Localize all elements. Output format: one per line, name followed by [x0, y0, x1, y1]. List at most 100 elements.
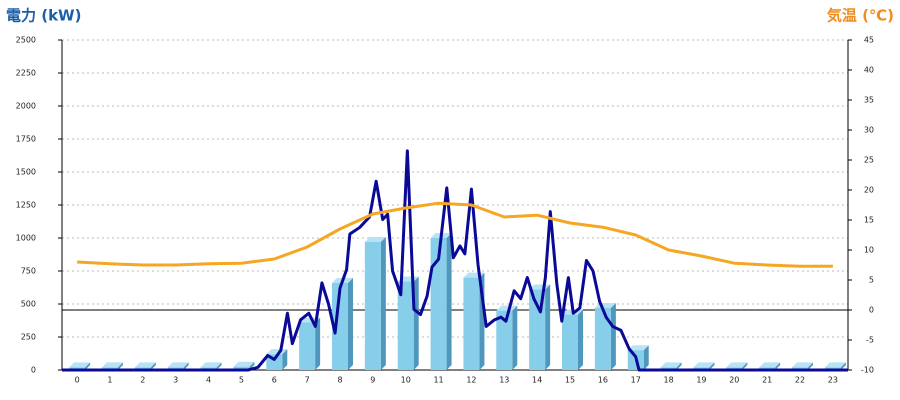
bar-face	[808, 362, 814, 370]
y-tick-label: 1250	[16, 201, 36, 210]
y-tick-label: 2250	[16, 69, 36, 78]
x-tick-label: 4	[206, 376, 211, 385]
y2-tick-label: 40	[864, 66, 874, 75]
bar-face	[578, 309, 584, 370]
bar-face	[364, 236, 386, 242]
bar-face	[397, 281, 414, 370]
bar-face	[233, 366, 250, 370]
y-tick-label: 0	[31, 366, 36, 375]
bar-face	[676, 362, 682, 370]
bar-face	[562, 314, 579, 370]
x-tick-label: 7	[305, 376, 310, 385]
bar-face	[85, 362, 91, 370]
y2-tick-label: 20	[864, 186, 874, 195]
y-tick-label: 500	[21, 300, 36, 309]
bar-face	[660, 362, 682, 368]
bar-face	[627, 345, 649, 351]
y2-tick-label: 25	[864, 156, 874, 165]
x-tick-label: 18	[663, 376, 673, 385]
bar-face	[430, 238, 447, 370]
bar-face	[742, 362, 748, 370]
x-tick-label: 10	[401, 376, 411, 385]
y2-tick-label: -5	[866, 336, 874, 345]
bar-face	[840, 362, 846, 370]
bar-face	[183, 362, 189, 370]
x-tick-label: 13	[499, 376, 509, 385]
bar-face	[610, 302, 616, 370]
y2-tick-label: 10	[864, 246, 874, 255]
bar-face	[216, 362, 222, 370]
bar-face	[792, 362, 814, 368]
bar-face	[331, 282, 348, 370]
x-tick-label: 17	[631, 376, 641, 385]
bar-face	[380, 236, 386, 370]
bar-face	[496, 305, 518, 311]
y2-tick-label: 0	[869, 306, 874, 315]
y-tick-label: 750	[21, 267, 36, 276]
x-tick-label: 22	[795, 376, 805, 385]
right-axis-title: 気温 (℃)	[827, 7, 894, 25]
bar	[496, 305, 518, 370]
bar-face	[824, 362, 846, 368]
y-tick-label: 1500	[16, 168, 36, 177]
bar-face	[150, 362, 156, 370]
bar-face	[233, 361, 255, 367]
bar-face	[167, 362, 189, 368]
y-tick-label: 1750	[16, 135, 36, 144]
x-tick-label: 8	[337, 376, 342, 385]
x-tick-label: 3	[173, 376, 178, 385]
bar-face	[299, 322, 316, 370]
bar	[266, 349, 288, 370]
x-tick-label: 0	[75, 376, 80, 385]
y-tick-label: 2500	[16, 36, 36, 45]
x-tick-label: 5	[239, 376, 244, 385]
bar-face	[759, 362, 781, 368]
bar-face	[364, 241, 381, 370]
bar-face	[594, 307, 611, 370]
bar-face	[134, 362, 156, 368]
bar-face	[446, 233, 452, 370]
y2-tick-label: 5	[869, 276, 874, 285]
x-tick-label: 14	[532, 376, 542, 385]
x-tick-label: 12	[466, 376, 476, 385]
bar-face	[101, 362, 123, 368]
y-tick-label: 2000	[16, 102, 36, 111]
bar-face	[726, 362, 748, 368]
x-tick-label: 16	[598, 376, 608, 385]
x-tick-label: 2	[140, 376, 145, 385]
y-tick-label: 250	[21, 333, 36, 342]
bar-face	[709, 362, 715, 370]
bar-face	[643, 345, 649, 370]
bar-face	[693, 362, 715, 368]
y2-tick-label: 15	[864, 216, 874, 225]
x-tick-label: 20	[729, 376, 739, 385]
x-tick-label: 1	[107, 376, 112, 385]
x-tick-label: 11	[433, 376, 443, 385]
x-tick-label: 21	[762, 376, 772, 385]
x-tick-label: 9	[370, 376, 375, 385]
y2-tick-label: 45	[864, 36, 874, 45]
bar-face	[463, 277, 480, 370]
bar-face	[69, 362, 91, 368]
bar-face	[117, 362, 123, 370]
line-series	[62, 149, 848, 372]
bar-face	[200, 362, 222, 368]
bar-face	[282, 349, 288, 370]
x-tick-label: 19	[696, 376, 706, 385]
bar	[364, 236, 386, 370]
bar-face	[315, 317, 321, 370]
x-tick-label: 23	[828, 376, 838, 385]
bar	[594, 302, 616, 370]
x-tick-label: 6	[272, 376, 277, 385]
bar-face	[775, 362, 781, 370]
y2-tick-label: 35	[864, 96, 874, 105]
x-tick-label: 15	[565, 376, 575, 385]
bar-face	[347, 277, 353, 370]
y2-tick-label: -10	[861, 366, 874, 375]
y2-tick-label: 30	[864, 126, 874, 135]
line-series	[77, 201, 833, 268]
left-axis-title: 電力 (kW)	[6, 7, 81, 25]
bar-face	[496, 310, 513, 370]
bar	[430, 233, 452, 370]
